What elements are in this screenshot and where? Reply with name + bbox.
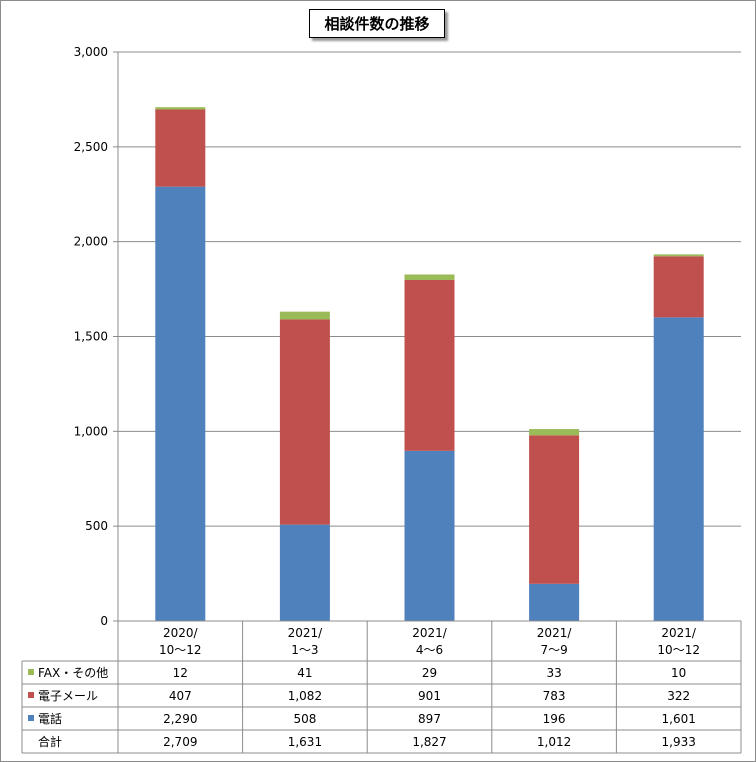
x-tick-label: 2021/ bbox=[661, 626, 697, 640]
x-tick-label: 7～9 bbox=[540, 643, 567, 657]
legend-label: 電話 bbox=[38, 711, 62, 726]
x-tick-label: 10～12 bbox=[657, 643, 700, 657]
x-tick-label: 2021/ bbox=[412, 626, 448, 640]
data-label: 901 bbox=[418, 689, 441, 703]
bar-segment bbox=[404, 279, 455, 451]
x-tick-label: 4～6 bbox=[416, 643, 443, 657]
x-tick-label: 10～12 bbox=[159, 643, 202, 657]
bar-segment bbox=[529, 429, 580, 436]
bar-segment bbox=[653, 256, 704, 318]
total-label: 1,933 bbox=[662, 735, 696, 749]
bar-segment bbox=[653, 317, 704, 621]
bar-segment bbox=[155, 107, 206, 110]
legend-label: FAX・その他 bbox=[38, 666, 108, 680]
bar-segment bbox=[529, 435, 580, 584]
data-label: 196 bbox=[543, 712, 566, 726]
data-label: 29 bbox=[422, 666, 437, 680]
y-tick-label: 0 bbox=[100, 614, 108, 628]
x-tick-label: 2021/ bbox=[288, 626, 324, 640]
bar-segment bbox=[279, 311, 330, 320]
y-tick-label: 3,000 bbox=[74, 45, 108, 59]
data-label: 12 bbox=[173, 666, 188, 680]
x-tick-label: 2020/ bbox=[163, 626, 199, 640]
data-label: 41 bbox=[297, 666, 312, 680]
y-tick-label: 1,500 bbox=[74, 330, 108, 344]
legend-label: 電子メール bbox=[38, 689, 98, 703]
data-label: 897 bbox=[418, 712, 441, 726]
data-label: 33 bbox=[546, 666, 561, 680]
bar-segment bbox=[155, 186, 206, 621]
x-tick-label: 1～3 bbox=[291, 643, 318, 657]
chart-title: 相談件数の推移 bbox=[309, 9, 445, 38]
data-label: 2,290 bbox=[163, 712, 197, 726]
total-label: 2,709 bbox=[163, 735, 197, 749]
total-label: 1,631 bbox=[288, 735, 322, 749]
y-tick-label: 2,000 bbox=[74, 235, 108, 249]
data-label: 1,601 bbox=[662, 712, 696, 726]
y-tick-label: 1,000 bbox=[74, 424, 108, 438]
data-label: 322 bbox=[667, 689, 690, 703]
total-label: 1,012 bbox=[537, 735, 571, 749]
data-label: 783 bbox=[543, 689, 566, 703]
bar-segment bbox=[529, 583, 580, 621]
legend-key bbox=[28, 715, 34, 721]
bar-segment bbox=[279, 319, 330, 525]
data-label: 10 bbox=[671, 666, 686, 680]
legend-key bbox=[28, 692, 34, 698]
data-label: 407 bbox=[169, 689, 192, 703]
total-label: 1,827 bbox=[412, 735, 446, 749]
bar-segment bbox=[279, 524, 330, 621]
bar-segment bbox=[653, 254, 704, 257]
data-label: 508 bbox=[293, 712, 316, 726]
total-row-label: 合計 bbox=[38, 734, 62, 749]
y-tick-label: 500 bbox=[85, 519, 108, 533]
data-label: 1,082 bbox=[288, 689, 322, 703]
x-tick-label: 2021/ bbox=[537, 626, 573, 640]
bar-segment bbox=[404, 450, 455, 621]
bar-segment bbox=[404, 274, 455, 280]
bar-segment bbox=[155, 109, 206, 187]
legend-key bbox=[28, 669, 34, 675]
y-tick-label: 2,500 bbox=[74, 140, 108, 154]
